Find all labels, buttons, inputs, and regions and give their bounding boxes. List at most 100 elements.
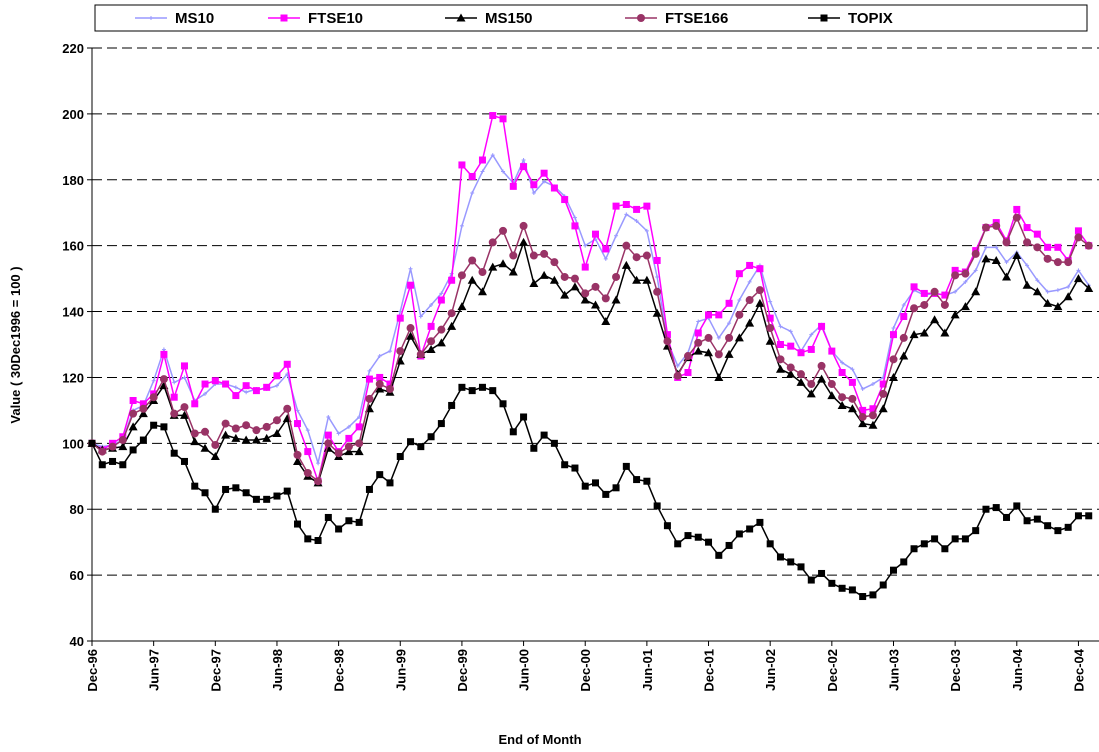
marker: [1023, 238, 1032, 247]
marker: [550, 439, 558, 447]
marker: [201, 489, 209, 497]
marker: [180, 403, 189, 412]
marker: [891, 326, 896, 331]
marker: [252, 495, 260, 503]
marker: [139, 436, 147, 444]
marker: [951, 535, 959, 543]
marker: [540, 431, 548, 439]
marker: [766, 540, 774, 548]
marker: [1022, 280, 1032, 289]
x-tick-label: Dec-02: [825, 649, 840, 692]
marker: [684, 369, 692, 377]
marker: [644, 228, 649, 233]
y-tick-label: 180: [62, 173, 84, 188]
marker: [1043, 254, 1052, 263]
marker: [128, 422, 138, 431]
marker: [694, 533, 702, 541]
marker: [919, 328, 929, 337]
marker: [499, 226, 508, 235]
marker: [549, 275, 559, 284]
marker: [797, 370, 806, 379]
marker: [1084, 241, 1093, 250]
marker: [820, 14, 828, 22]
marker: [489, 112, 497, 120]
marker: [878, 404, 888, 413]
marker: [468, 387, 476, 395]
marker: [344, 447, 354, 456]
marker: [470, 190, 475, 195]
series-line: [91, 215, 1090, 483]
marker: [221, 419, 230, 428]
marker: [776, 553, 784, 561]
marker: [406, 324, 415, 333]
marker: [612, 202, 620, 210]
marker: [714, 350, 723, 359]
marker: [643, 477, 651, 485]
series-line: [91, 239, 1090, 485]
marker: [437, 325, 446, 334]
marker: [357, 414, 362, 419]
marker: [1012, 251, 1022, 260]
marker: [879, 380, 887, 388]
marker: [971, 249, 980, 258]
marker: [149, 393, 158, 402]
marker: [149, 16, 153, 20]
marker: [1064, 523, 1072, 531]
marker: [376, 471, 384, 479]
marker: [467, 275, 477, 284]
marker: [950, 310, 960, 319]
x-tick-label: Dec-99: [455, 649, 470, 692]
marker: [418, 314, 423, 319]
y-tick-label: 140: [62, 305, 84, 320]
marker: [242, 382, 250, 390]
marker: [345, 434, 353, 442]
marker: [622, 200, 630, 208]
marker: [457, 271, 466, 280]
marker: [716, 335, 721, 340]
marker: [304, 535, 312, 543]
marker: [601, 316, 611, 325]
marker: [828, 579, 836, 587]
marker: [858, 412, 867, 421]
x-tick-label: Jun-02: [763, 649, 778, 691]
marker: [396, 314, 404, 322]
legend-box: [94, 4, 1088, 32]
marker: [201, 427, 210, 436]
marker: [1023, 224, 1031, 232]
marker: [560, 290, 570, 299]
marker: [601, 294, 610, 303]
marker: [172, 380, 177, 385]
marker: [1032, 287, 1042, 296]
marker: [509, 251, 518, 260]
marker: [755, 286, 764, 295]
marker: [570, 274, 579, 283]
marker: [561, 461, 569, 469]
marker: [221, 430, 231, 439]
marker: [1044, 522, 1052, 530]
marker: [324, 439, 333, 448]
marker: [673, 371, 682, 380]
marker: [395, 356, 405, 365]
marker: [211, 440, 220, 449]
marker: [98, 447, 107, 456]
marker: [747, 279, 752, 284]
marker: [756, 518, 764, 526]
marker: [1025, 263, 1030, 268]
marker: [715, 551, 723, 559]
marker: [941, 291, 949, 299]
marker: [1084, 283, 1094, 292]
marker: [365, 394, 374, 403]
marker: [283, 487, 291, 495]
marker: [745, 318, 755, 327]
marker: [316, 461, 321, 466]
marker: [191, 482, 199, 490]
marker: [109, 457, 117, 465]
marker: [787, 558, 795, 566]
marker: [540, 169, 548, 177]
marker: [294, 420, 302, 428]
marker: [118, 442, 128, 451]
marker: [910, 283, 918, 291]
marker: [129, 409, 138, 418]
marker: [252, 387, 260, 395]
marker: [448, 401, 456, 409]
